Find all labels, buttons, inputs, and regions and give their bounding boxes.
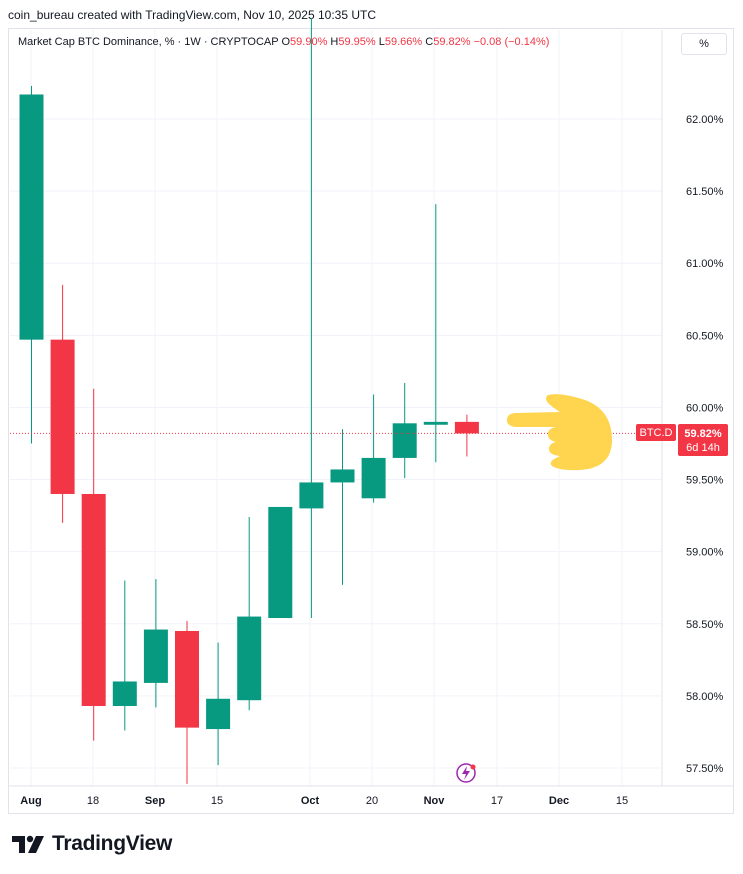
chart-frame <box>8 28 734 814</box>
y-tick-label: 58.00% <box>686 691 724 703</box>
candle <box>175 620 199 784</box>
y-tick-label: 60.50% <box>686 330 724 342</box>
candle-body <box>392 423 417 458</box>
candle <box>268 506 293 619</box>
candle-body <box>361 457 386 499</box>
candles <box>19 18 479 784</box>
y-tick-label: 61.50% <box>686 186 724 198</box>
legend-high-value: 59.95% <box>338 36 376 48</box>
x-tick-label: Nov <box>424 795 446 807</box>
candle <box>81 388 106 741</box>
time-axis: Aug 18 Sep 15 Oct 20 Nov 17 Dec 15 <box>9 785 733 807</box>
pointing-hand-icon <box>506 394 612 471</box>
price-axis: 57.50% 58.00% 58.50% 59.00% 59.50% 60.00% 60.5… <box>661 30 724 786</box>
candle-body <box>330 469 355 483</box>
x-tick-label: Dec <box>549 795 569 807</box>
candle <box>454 414 479 457</box>
y-tick-label: 62.00% <box>686 114 724 126</box>
candle <box>143 579 168 708</box>
candle <box>50 284 75 523</box>
candle <box>330 429 355 585</box>
candle <box>112 580 137 731</box>
candle-body <box>206 698 231 730</box>
lightning-icon[interactable] <box>456 763 476 783</box>
candle-body <box>237 616 262 701</box>
legend-close-value: 59.82% <box>433 36 471 48</box>
legend-open-label: O <box>281 36 291 48</box>
x-tick-label: 20 <box>366 795 378 807</box>
candle-body <box>112 681 137 706</box>
y-tick-label: 60.00% <box>686 402 724 414</box>
candle-body <box>143 629 168 683</box>
candle-body <box>423 421 448 425</box>
candle <box>423 204 448 463</box>
candle <box>19 85 44 444</box>
chart-legend: Market Cap BTC Dominance, % · 1W · CRYPT… <box>18 36 549 48</box>
candle-body <box>50 339 75 494</box>
x-tick-label: Sep <box>145 795 165 807</box>
legend-open-value: 59.90% <box>290 36 328 48</box>
x-tick-label: 15 <box>211 795 223 807</box>
x-tick-label: Oct <box>301 795 320 807</box>
y-tick-label: 61.00% <box>686 258 724 270</box>
unit-toggle-button[interactable]: % <box>681 33 727 55</box>
candle-body <box>19 94 44 340</box>
x-tick-label: 17 <box>491 795 503 807</box>
candle <box>361 394 386 503</box>
legend-low-value: 59.66% <box>384 36 423 48</box>
candle-body <box>268 506 293 619</box>
candle <box>237 517 262 711</box>
x-tick-label: 15 <box>616 795 628 807</box>
tradingview-logo: TradingView <box>12 832 172 856</box>
candle-body <box>175 630 199 728</box>
tradingview-logo-icon <box>12 835 44 853</box>
y-tick-label: 57.50% <box>686 763 724 775</box>
x-tick-label: 18 <box>87 795 99 807</box>
x-tick-label: Aug <box>20 795 41 807</box>
y-tick-label: 59.50% <box>686 475 724 487</box>
legend-symbol: Market Cap BTC Dominance, % · 1W · CRYPT… <box>18 36 279 48</box>
y-tick-label: 58.50% <box>686 619 724 631</box>
price-tag-value: 59.82% <box>684 428 722 440</box>
candle-body <box>299 482 324 509</box>
legend-change: −0.08 (−0.14%) <box>473 36 550 48</box>
candle <box>392 382 417 479</box>
candle <box>206 642 231 766</box>
y-tick-label: 59.00% <box>686 547 724 559</box>
price-tag: BTC.D 59.82% 6d 14h <box>636 424 728 456</box>
candle <box>299 18 324 619</box>
chart-credit: coin_bureau created with TradingView.com… <box>8 8 376 22</box>
tradingview-brand: TradingView <box>52 832 173 855</box>
candle-body <box>454 421 479 434</box>
legend-high-label: H <box>330 36 339 48</box>
legend-low-label: L <box>378 36 385 48</box>
candle-body <box>81 493 106 706</box>
legend-close-label: C <box>425 36 434 48</box>
price-tag-symbol: BTC.D <box>640 427 673 439</box>
price-tag-countdown: 6d 14h <box>686 442 720 454</box>
